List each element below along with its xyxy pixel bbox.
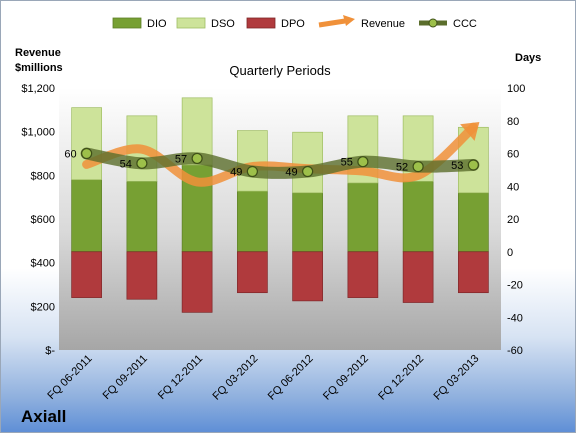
legend-dso-swatch bbox=[176, 17, 206, 29]
ccc-data-label: 49 bbox=[285, 167, 297, 179]
dio-bar bbox=[126, 180, 158, 253]
x-axis-labels: FQ 06-2011 FQ 09-2011 FQ 12-2011 FQ 03-2012… bbox=[45, 353, 481, 403]
legend-ccc-marker bbox=[428, 18, 438, 28]
left-tick-label: $- bbox=[45, 345, 55, 357]
dio-bar bbox=[237, 190, 268, 253]
right-axis: -60 -40 -20 0 20 40 60 80 100 bbox=[507, 83, 525, 357]
legend-dpo-swatch bbox=[246, 17, 276, 29]
ccc-data-label: 49 bbox=[230, 167, 242, 179]
legend-revenue-label: Revenue bbox=[361, 18, 405, 30]
bar-series bbox=[71, 97, 489, 313]
plot-area bbox=[59, 88, 501, 350]
legend-dpo-label: DPO bbox=[281, 18, 305, 30]
dso-bar bbox=[237, 130, 268, 192]
right-tick-label: -40 bbox=[507, 312, 523, 324]
left-tick-label: $400 bbox=[31, 258, 55, 270]
dpo-bar bbox=[71, 251, 102, 298]
right-tick-label: -60 bbox=[507, 345, 523, 357]
revenue-arrowhead bbox=[460, 122, 480, 141]
left-tick-label: $800 bbox=[31, 170, 55, 182]
dpo-bar bbox=[126, 251, 158, 300]
dpo-bar bbox=[181, 251, 213, 313]
x-tick-label: FQ 06-2011 bbox=[45, 353, 94, 402]
dpo-bar bbox=[292, 251, 323, 302]
right-tick-label: 80 bbox=[507, 116, 519, 128]
x-tick-label: FQ 12-2011 bbox=[156, 353, 205, 402]
dio-bar bbox=[71, 179, 102, 253]
legend: DIO DSO DPO Revenue CCC bbox=[112, 15, 477, 30]
ccc-marker bbox=[467, 159, 479, 171]
ccc-marker bbox=[302, 165, 314, 178]
ccc-marker bbox=[191, 152, 203, 165]
right-tick-label: 60 bbox=[507, 149, 519, 161]
ccc-marker bbox=[81, 147, 93, 160]
ccc-data-label: 53 bbox=[451, 160, 463, 172]
dio-bar bbox=[347, 182, 379, 253]
ccc-series: 60 54 57 49 49 55 52 53 bbox=[64, 147, 480, 179]
right-tick-label: 40 bbox=[507, 181, 519, 193]
ccc-marker bbox=[246, 165, 258, 178]
left-tick-label: $600 bbox=[31, 214, 55, 226]
right-tick-label: 0 bbox=[507, 247, 513, 259]
dpo-bar bbox=[458, 251, 489, 294]
dio-bar bbox=[458, 192, 489, 253]
right-tick-label: 100 bbox=[507, 83, 525, 95]
left-tick-label: $1,200 bbox=[21, 83, 55, 95]
x-tick-label: FQ 12-2012 bbox=[376, 353, 426, 403]
ccc-data-label: 55 bbox=[341, 157, 353, 169]
legend-ccc-label: CCC bbox=[453, 18, 477, 30]
ccc-marker bbox=[136, 157, 148, 169]
x-tick-label: FQ 06-2012 bbox=[266, 353, 316, 403]
brand-label: Axiall bbox=[21, 407, 66, 426]
dio-bar bbox=[292, 192, 323, 253]
right-tick-label: -20 bbox=[507, 280, 523, 292]
legend-revenue-swatch bbox=[318, 18, 346, 28]
ccc-data-label: 60 bbox=[64, 149, 76, 161]
x-tick-label: FQ 03-2013 bbox=[432, 353, 482, 403]
right-axis-title: Days bbox=[515, 52, 541, 64]
dpo-bar bbox=[402, 251, 434, 303]
dio-bar bbox=[402, 180, 434, 253]
right-tick-label: 20 bbox=[507, 214, 519, 226]
chart-title: Quarterly Periods bbox=[229, 63, 331, 78]
left-axis-title-line1: Revenue bbox=[15, 47, 61, 59]
revenue-line bbox=[82, 122, 478, 187]
revenue-series bbox=[82, 122, 480, 187]
left-axis: $- $200 $400 $600 $800 $1,000 $1,200 bbox=[21, 83, 55, 357]
dpo-bar bbox=[347, 251, 379, 298]
legend-revenue-arrow bbox=[343, 15, 355, 26]
legend-dio-label: DIO bbox=[147, 18, 167, 30]
ccc-data-label: 57 bbox=[175, 153, 187, 165]
ccc-marker bbox=[412, 161, 424, 173]
left-tick-label: $1,000 bbox=[21, 127, 55, 139]
dpo-bar bbox=[237, 251, 268, 294]
x-tick-label: FQ 09-2011 bbox=[101, 353, 150, 402]
ccc-data-label: 54 bbox=[120, 158, 132, 170]
x-tick-label: FQ 03-2012 bbox=[211, 353, 261, 403]
left-tick-label: $200 bbox=[31, 301, 55, 313]
left-axis-title-line2: $millions bbox=[15, 62, 63, 74]
ccc-marker bbox=[357, 156, 369, 168]
ccc-data-label: 52 bbox=[396, 162, 408, 174]
legend-dso-label: DSO bbox=[211, 18, 235, 30]
x-tick-label: FQ 09-2012 bbox=[321, 353, 371, 403]
dso-bar bbox=[292, 131, 323, 194]
legend-dio-swatch bbox=[112, 17, 142, 29]
